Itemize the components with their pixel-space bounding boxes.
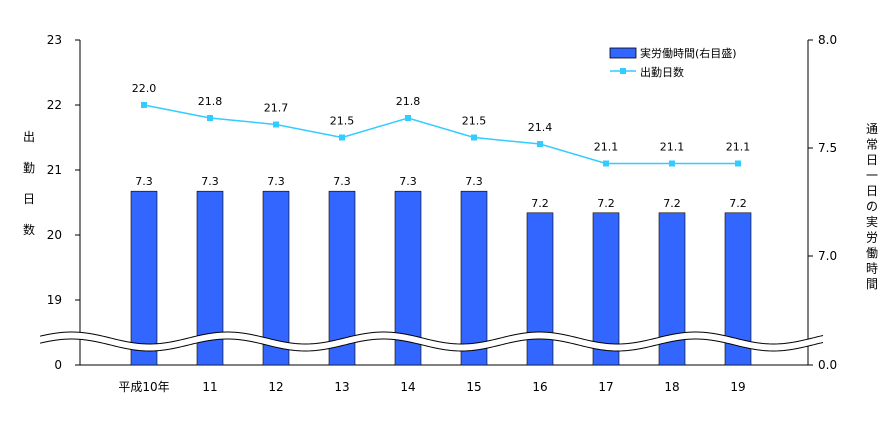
- axis-title-char: 出: [23, 130, 35, 144]
- left-axis-title: 出勤日数: [23, 130, 35, 237]
- bar-data-label: 7.3: [333, 175, 351, 188]
- left-tick-label: 22: [47, 98, 62, 112]
- axis-title-char: 一: [866, 169, 878, 183]
- axis-title-char: 通: [866, 122, 878, 136]
- line-marker: [405, 115, 411, 121]
- line-data-label: 21.5: [330, 115, 355, 128]
- line-data-label: 22.0: [132, 82, 157, 95]
- legend-bar-swatch: [609, 47, 637, 59]
- legend-bar-label: 実労働時間(右目盛): [640, 46, 737, 60]
- right-tick-label: 7.0: [818, 249, 837, 263]
- axis-title-char: 実: [866, 214, 878, 229]
- axis-break-wave: [39, 331, 824, 352]
- bar-data-label: 7.2: [729, 197, 747, 210]
- bar: [526, 212, 554, 366]
- right-tick-label: 8.0: [818, 33, 837, 47]
- left-tick-label: 23: [47, 33, 62, 47]
- line-data-label: 21.8: [396, 95, 421, 108]
- right-tick-label: 0.0: [818, 358, 837, 372]
- bar-data-label: 7.2: [531, 197, 549, 210]
- bar: [262, 190, 290, 366]
- left-tick-label: 19: [47, 293, 62, 307]
- line-marker: [537, 141, 543, 147]
- legend-line-label: 出勤日数: [640, 65, 684, 79]
- legend: 実労働時間(右目盛) 出勤日数: [609, 46, 737, 79]
- bar-data-label: 7.3: [135, 175, 153, 188]
- line-marker: [735, 160, 741, 167]
- axis-title-char: 日: [866, 184, 878, 198]
- x-tick-label: 18: [664, 380, 679, 394]
- legend-line-marker: [620, 68, 626, 74]
- line-marker: [603, 160, 609, 167]
- x-axis-tick-labels: 平成10年 11 12 13 14 15 16 17 18 19: [118, 380, 745, 394]
- axis-title-char: 間: [866, 277, 878, 291]
- right-tick-label: 7.5: [818, 141, 837, 155]
- x-tick-label: 16: [532, 380, 547, 394]
- line-marker: [339, 134, 345, 141]
- line-data-label: 21.8: [198, 95, 223, 108]
- axis-title-char: 数: [23, 222, 35, 237]
- axis-break-line-upper: [39, 331, 824, 345]
- bar: [460, 190, 488, 366]
- x-tick-label: 15: [466, 380, 481, 394]
- x-tick-label: 13: [334, 380, 349, 394]
- x-tick-label: 平成10年: [118, 380, 169, 394]
- left-tick-label: 0: [54, 358, 62, 372]
- axis-title-char: の: [866, 200, 878, 214]
- axis-break-line-lower: [39, 338, 824, 352]
- bar-data-label: 7.3: [465, 175, 483, 188]
- axis-title-char: 働: [866, 246, 878, 260]
- left-tick-label: 21: [47, 163, 62, 177]
- line-marker: [207, 115, 213, 121]
- left-tick-label: 20: [47, 228, 62, 242]
- x-tick-label: 14: [400, 380, 415, 394]
- x-tick-label: 12: [268, 380, 283, 394]
- line-data-label: 21.1: [660, 141, 685, 154]
- axis-title-char: 常: [866, 138, 878, 152]
- bar-data-label: 7.2: [663, 197, 681, 210]
- bar: [130, 190, 158, 366]
- line-marker: [273, 121, 279, 128]
- bar-data-label: 7.3: [201, 175, 219, 188]
- x-tick-label: 17: [598, 380, 613, 394]
- axis-title-char: 勤: [23, 161, 35, 175]
- axis-title-char: 日: [866, 153, 878, 167]
- bar: [592, 212, 620, 366]
- line-series: [141, 102, 741, 167]
- left-axis-ticks: 23 22 21 20 19 0: [47, 33, 80, 372]
- line-data-label: 21.5: [462, 115, 487, 128]
- bar-data-label: 7.3: [399, 175, 417, 188]
- line-data-labels: 22.0 21.8 21.7 21.5 21.8 21.5 21.4 21.1 21.1 21.1: [132, 82, 751, 154]
- x-tick-label: 11: [202, 380, 217, 394]
- right-axis-ticks: 8.0 7.5 7.0 0.0: [808, 33, 837, 372]
- line-marker: [471, 134, 477, 141]
- axis-title-char: 労: [866, 231, 878, 245]
- x-tick-label: 19: [730, 380, 745, 394]
- line-data-label: 21.1: [726, 141, 751, 154]
- bar-data-label: 7.3: [267, 175, 285, 188]
- line-marker: [669, 160, 675, 167]
- axis-break-band: [40, 332, 823, 351]
- line-marker: [141, 102, 147, 108]
- line-data-label: 21.7: [264, 102, 289, 115]
- line-data-label: 21.1: [594, 141, 619, 154]
- axis-title-char: 時: [866, 262, 878, 276]
- line-data-label: 21.4: [528, 121, 553, 134]
- bar-data-label: 7.2: [597, 197, 615, 210]
- bar-data-labels: 7.3 7.3 7.3 7.3 7.3 7.3 7.2 7.2 7.2 7.2: [135, 175, 747, 210]
- axis-title-char: 日: [23, 192, 35, 206]
- line-path: [143, 104, 738, 165]
